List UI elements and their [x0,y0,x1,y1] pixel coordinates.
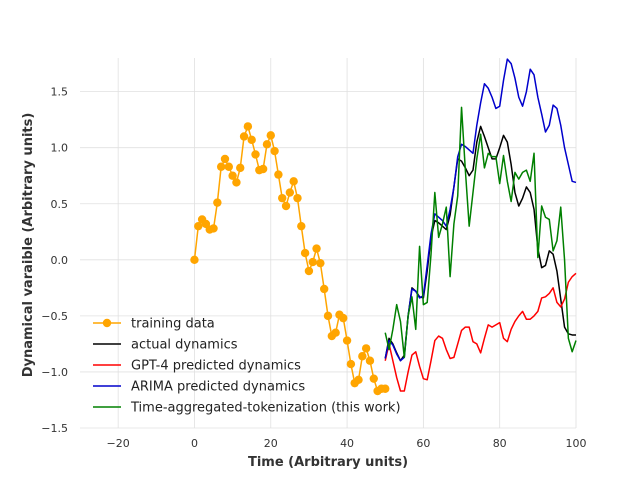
data-point [339,313,348,323]
y-tick-label: 0.0 [51,254,69,267]
grid [80,58,577,429]
data-point [304,266,314,276]
data-point [262,140,272,149]
data-point [247,135,256,145]
data-point [236,163,245,173]
data-point [285,188,295,197]
y-tick-label: 1.5 [51,86,69,99]
legend-item: training data [93,317,215,332]
data-point [300,248,310,258]
data-point [346,359,356,369]
data-point [316,258,325,268]
data-point [342,336,352,345]
data-point [209,224,218,233]
data-point [194,221,203,231]
series-line [384,106,577,359]
data-point [331,328,340,337]
data-point [308,257,317,267]
x-tick-label: −20 [107,437,130,450]
data-point [289,177,298,186]
x-tick-label: 40 [340,437,354,450]
data-point [239,132,249,141]
y-tick-label: −1.0 [41,366,68,379]
x-tick-label: 20 [264,437,278,450]
x-axis-title: Time (Arbitrary units) [248,455,408,470]
legend: training data actual dynamics GPT-4 predic… [93,317,401,416]
y-tick-label: 0.5 [51,198,69,211]
legend-marker [102,318,112,328]
y-tick-label: −0.5 [41,310,68,323]
x-tick-label: 100 [566,437,587,450]
y-axis-title: Dynamical varaible (Arbitrary units) [21,113,36,378]
data-point [297,221,306,231]
data-point [224,162,233,171]
legend-item: Time-aggregated-tokenization (this work) [93,401,401,416]
series-line [384,272,577,392]
legend-label: training data [131,317,215,332]
legend-item: actual dynamics [93,338,238,353]
data-point [381,384,390,393]
series-line [384,125,576,362]
data-point [251,150,260,159]
data-point [270,146,279,156]
x-tick-label: 80 [493,437,507,450]
legend-label: ARIMA predicted dynamics [131,380,305,395]
data-point [358,352,367,361]
series-2 [384,272,577,392]
data-point [190,255,199,265]
data-point [281,201,291,211]
data-point [369,374,378,383]
data-point [319,284,329,294]
data-point [258,164,268,174]
data-point [216,162,226,171]
series-4 [384,106,577,359]
y-tick-label: 1.0 [51,142,69,155]
data-point [274,170,283,179]
legend-label: GPT-4 predicted dynamics [131,359,301,374]
data-point [278,193,287,203]
data-point [361,344,371,353]
x-tick-label: 60 [416,437,430,450]
data-point [293,193,302,203]
data-point [354,375,363,384]
legend-item: GPT-4 predicted dynamics [93,359,301,374]
y-tick-label: −1.5 [41,422,68,435]
data-point [365,356,375,365]
data-point [312,244,321,253]
data-point [220,154,230,164]
data-point [232,178,241,187]
legend-label: actual dynamics [131,338,238,353]
data-point [323,311,333,321]
series-1 [384,125,576,362]
series-0 [190,122,390,396]
data-point [243,122,253,131]
x-tick-label: 0 [191,437,198,450]
data-point [266,131,275,140]
tick-labels: −20 0 20 40 60 80 100 −1.5 −1.0 −0.5 0.0 0.5 1.0 1.5 [41,86,586,450]
series-layer [190,58,577,396]
legend-label: Time-aggregated-tokenization (this work) [130,401,401,416]
data-point [213,198,222,207]
data-point [228,171,237,180]
legend-item: ARIMA predicted dynamics [93,380,305,395]
